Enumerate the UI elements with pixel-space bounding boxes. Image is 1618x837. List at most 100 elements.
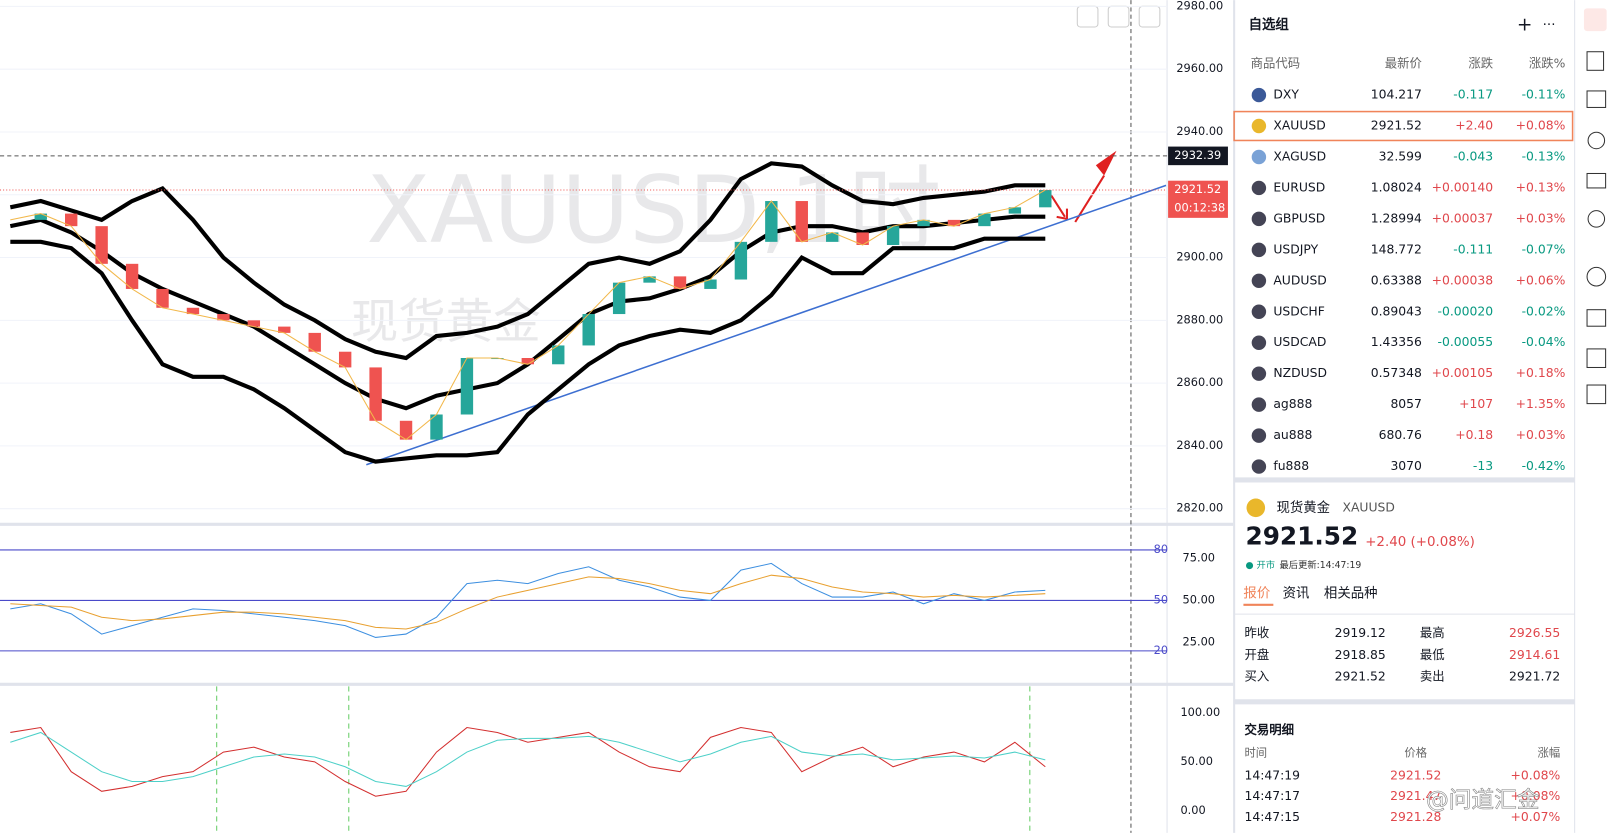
row-value[interactable]: +0.13% [1516,180,1566,194]
row-value[interactable]: +0.00038 [1432,273,1494,287]
y-tick-label: 2840.00 [1176,438,1223,452]
y-tick-label: 2860.00 [1176,375,1223,389]
trend-line [366,184,1167,466]
row-symbol[interactable]: GBPUSD [1273,211,1325,225]
row-value[interactable]: 0.63388 [1371,273,1422,287]
row-value[interactable]: -0.02% [1522,304,1566,318]
row-value[interactable]: -0.07% [1522,242,1566,256]
row-value[interactable]: 148.772 [1371,242,1422,256]
tool-calendar[interactable] [1586,90,1607,108]
trade-header: 时间 [1244,745,1267,759]
last-price-tag [1168,180,1228,218]
symbol-icon [1251,459,1267,474]
row-symbol[interactable]: au888 [1273,428,1312,442]
symbol-icon [1251,273,1267,289]
row-symbol[interactable]: USDJPY [1273,242,1318,256]
row-value[interactable]: -0.00020 [1438,304,1494,318]
tool-tree[interactable] [1586,384,1607,405]
row-value[interactable]: +0.00105 [1432,366,1494,380]
reset-button[interactable] [1138,5,1161,28]
rsi-fast [10,562,1046,638]
row-value[interactable]: +0.03% [1516,211,1566,225]
row-symbol[interactable]: XAGUSD [1273,149,1326,163]
tool-history[interactable] [1587,210,1606,228]
candle [247,320,261,327]
rsi-tick-label: 25.00 [1183,634,1215,648]
trade-cell: +0.07% [1511,810,1561,824]
row-symbol[interactable]: fu888 [1273,459,1309,473]
row-value[interactable]: +1.35% [1516,397,1566,411]
stat-value: 2921.72 [1509,670,1560,684]
row-value[interactable]: +0.03% [1516,428,1566,442]
row-value[interactable]: -0.11% [1522,88,1566,102]
detail-name: 现货黄金 [1276,499,1330,516]
y-tick-label: 2960.00 [1176,61,1223,75]
row-value[interactable]: 1.08024 [1371,180,1422,194]
row-value[interactable]: -0.42% [1522,459,1566,473]
row-value[interactable]: 3070 [1390,459,1422,473]
tool-grid[interactable] [1586,348,1607,369]
row-symbol[interactable]: ag888 [1273,397,1312,411]
row-value[interactable]: +107 [1459,397,1493,411]
scroll-button[interactable] [1076,5,1099,28]
row-value[interactable]: 0.57348 [1371,366,1422,380]
row-value[interactable]: +0.06% [1516,273,1566,287]
trade-cell: +0.08% [1511,769,1561,783]
row-symbol[interactable]: XAUUSD [1273,119,1325,133]
row-value[interactable]: +2.40 [1455,119,1493,133]
row-value[interactable]: +0.18 [1455,428,1493,442]
tab[interactable]: 资讯 [1283,585,1310,601]
row-value[interactable]: +0.00140 [1432,180,1494,194]
row-value[interactable]: -0.043 [1453,149,1493,163]
row-value[interactable]: +0.18% [1516,366,1566,380]
tool-watchlist[interactable] [1583,8,1607,32]
tool-education[interactable] [1586,309,1607,327]
row-symbol[interactable]: EURUSD [1273,180,1325,194]
stat-label: 买入 [1244,670,1269,684]
more-button[interactable]: ··· [1543,18,1556,33]
row-value[interactable]: +0.08% [1516,119,1566,133]
row-value[interactable]: -13 [1473,459,1493,473]
row-symbol[interactable]: USDCAD [1273,335,1326,349]
rsi-slow [10,574,1046,630]
candle [1039,189,1052,208]
row-value[interactable]: -0.13% [1522,149,1566,163]
close-button[interactable] [1107,5,1130,28]
tool-ideas[interactable] [1586,266,1607,287]
row-symbol[interactable]: NZDUSD [1273,366,1327,380]
row-value[interactable]: 104.217 [1371,88,1422,102]
row-value[interactable]: 8057 [1390,397,1422,411]
row-value[interactable]: 1.43356 [1371,335,1422,349]
row-symbol[interactable]: AUDUSD [1273,273,1327,287]
detail-symbol: XAUUSD [1342,500,1394,514]
row-value[interactable]: -0.111 [1453,242,1493,256]
symbol-icon [1251,118,1267,134]
trades-title: 交易明细 [1244,722,1294,737]
watchlist-title[interactable]: 自选组 [1249,16,1290,33]
symbol-icon [1251,428,1267,443]
row-value[interactable]: 680.76 [1379,428,1422,442]
row-symbol[interactable]: USDCHF [1273,304,1325,318]
add-button[interactable]: + [1517,14,1533,35]
trade-cell: 14:47:15 [1244,810,1300,824]
row-value[interactable]: 1.28994 [1371,211,1422,225]
row-value[interactable]: 2921.52 [1371,119,1422,133]
row-value[interactable]: -0.04% [1522,335,1566,349]
tool-layers[interactable] [1586,172,1607,189]
row-value[interactable]: -0.117 [1453,88,1493,102]
market-status: ● 开市 [1245,559,1275,571]
tool-alert[interactable] [1587,131,1606,150]
symbol-icon [1251,366,1267,381]
row-symbol[interactable]: DXY [1273,88,1299,102]
tab[interactable]: 相关品种 [1324,585,1378,601]
candle [552,345,565,365]
tab[interactable]: 报价 [1243,585,1270,601]
row-value[interactable]: -0.00055 [1438,335,1494,349]
detail-change: +2.40 (+0.08%) [1365,535,1475,550]
tool-news[interactable] [1586,51,1605,71]
y-tick-label: 2880.00 [1176,312,1223,326]
row-value[interactable]: 0.89043 [1371,304,1422,318]
row-value[interactable]: 32.599 [1379,149,1422,163]
watermark: XAUUSD,1时 [366,156,941,264]
row-value[interactable]: +0.00037 [1432,211,1494,225]
